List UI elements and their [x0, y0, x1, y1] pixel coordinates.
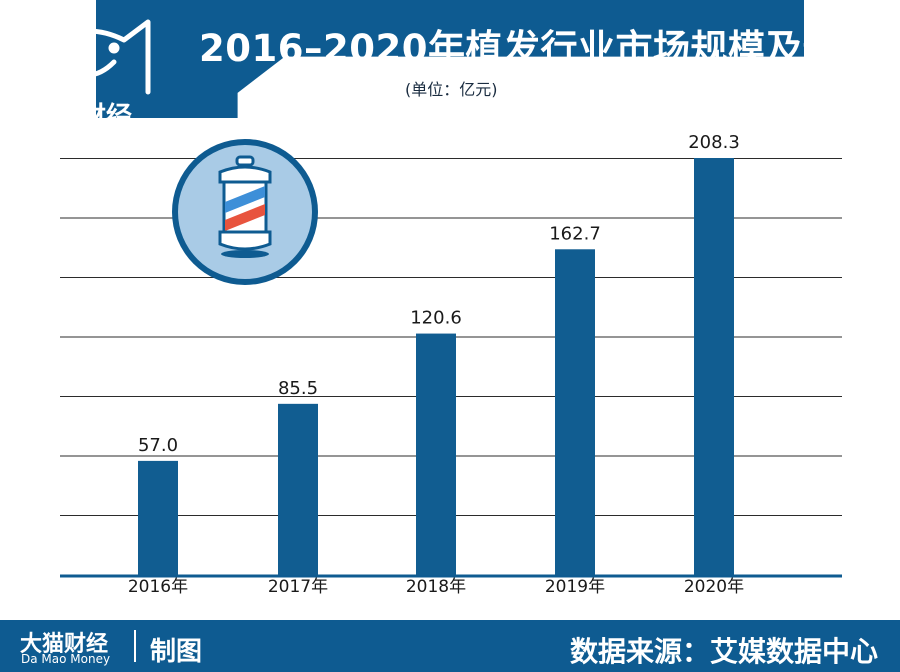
bar-2017年 — [278, 403, 318, 575]
header-background — [96, 0, 804, 118]
footer-logo-name-cn: 大猫财经 — [20, 632, 109, 657]
bar-layer — [138, 158, 734, 575]
data-label: 120.6 — [410, 308, 462, 329]
footer-bar: 大猫财经 Da Mao Money 制图 数据来源：艾媒数据中心 — [0, 620, 900, 672]
tick-layer: 2016年 2017年 2018年 2019年 2020年 — [128, 577, 744, 597]
data-source: 数据来源：艾媒数据中心 — [569, 635, 878, 668]
x-tick-label: 2016年 — [128, 577, 188, 597]
bar-2016年 — [138, 460, 178, 575]
x-tick-label: 2018年 — [406, 577, 466, 597]
footer-credit: 制图 — [150, 637, 203, 667]
footer-logo-name-en: Da Mao Money — [21, 652, 111, 666]
data-label: 208.3 — [688, 132, 740, 153]
data-label: 85.5 — [278, 378, 318, 399]
page-title: 2016–2020年植发行业市场规模及预测 — [199, 27, 878, 70]
data-label: 57.0 — [138, 435, 178, 456]
logo-name-cn: 大猫财经 — [28, 102, 133, 132]
x-tick-label: 2020年 — [684, 577, 744, 597]
barber-pole-icon — [172, 139, 318, 285]
bar-2018年 — [416, 333, 456, 575]
footer-divider — [134, 630, 136, 662]
header-banner — [96, 0, 804, 118]
x-tick-label: 2019年 — [545, 577, 605, 597]
x-tick-label: 2017年 — [268, 577, 328, 597]
data-label: 162.7 — [549, 223, 601, 244]
bar-2019年 — [555, 249, 595, 575]
logo-name-en: Da Mao Money — [29, 126, 133, 142]
unit-label: (单位：亿元) — [405, 80, 498, 99]
cat-face-icon — [25, 19, 151, 95]
label-layer: 57.0 85.5 120.6 162.7 208.3 — [138, 132, 740, 456]
bar-2020年 — [694, 158, 734, 575]
